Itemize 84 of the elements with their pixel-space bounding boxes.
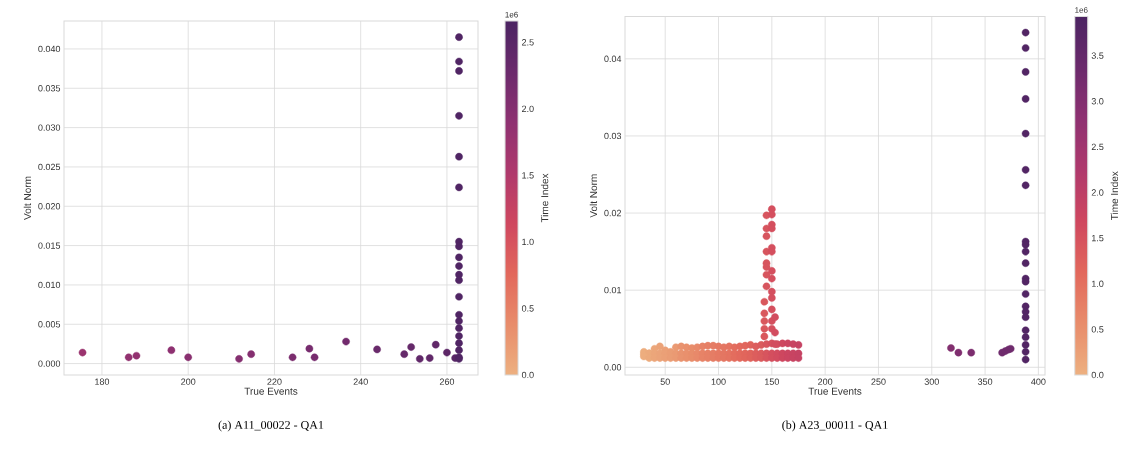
- x-tick-label: 200: [818, 378, 833, 385]
- point: [455, 262, 463, 270]
- y-axis-title: Volt Norm: [589, 174, 598, 218]
- x-tick-label: 240: [353, 378, 368, 385]
- y-tick-label: 0.02: [604, 209, 622, 217]
- color-bar-title: Time Index: [1110, 171, 1119, 221]
- x-tick-label: 50: [660, 378, 670, 385]
- x-tick-label: 100: [711, 378, 726, 385]
- text: (a) A11_00022 - QA1: [218, 420, 324, 432]
- y-tick-label: 0.015: [38, 242, 61, 249]
- x-tick-label: 400: [1031, 378, 1046, 385]
- point: [288, 353, 297, 362]
- text: 1e6: [1075, 7, 1088, 13]
- point: [400, 350, 409, 358]
- y-tick-label: 0.035: [38, 85, 61, 92]
- color-bar-label: 2.5: [522, 39, 534, 46]
- x-tick-label: 200: [181, 378, 196, 385]
- x-axis-title: True Events: [244, 387, 298, 395]
- x-tick-label: 350: [977, 378, 993, 385]
- color-bar-label: 1.5: [1092, 234, 1104, 242]
- point: [455, 152, 463, 161]
- color-bar-label: 1.0: [1092, 280, 1104, 287]
- color-bar-label: 3.0: [1091, 98, 1104, 105]
- y-tick-label: 0.040: [38, 45, 61, 53]
- point: [167, 346, 176, 355]
- x-tick-label: 250: [871, 378, 886, 385]
- text: 1e6: [505, 11, 518, 18]
- color-bar-label: 2.0: [1091, 189, 1104, 196]
- color-bar-title: Time Index: [540, 173, 549, 223]
- point: [310, 353, 319, 362]
- x-axis-title: True Events: [808, 387, 862, 395]
- point: [407, 343, 415, 351]
- y-tick-label: 0.020: [38, 203, 61, 210]
- y-tick-label: 0.000: [38, 360, 61, 367]
- color-bar-label: 0.0: [521, 371, 534, 379]
- y-tick-label: 0.005: [38, 321, 61, 328]
- color-bar-label: 1.0: [522, 238, 534, 246]
- point: [415, 355, 424, 363]
- point: [455, 276, 463, 285]
- point: [305, 344, 314, 353]
- point: [431, 340, 440, 349]
- point: [455, 339, 463, 347]
- point: [235, 355, 243, 363]
- color-bar-label: 3.5: [1091, 52, 1104, 59]
- y-tick-label: 0.03: [604, 132, 622, 140]
- y-tick-label: 0.00: [604, 364, 622, 371]
- point: [455, 346, 463, 355]
- point: [455, 57, 463, 66]
- x-tick-label: 150: [765, 378, 779, 385]
- point: [455, 253, 463, 262]
- point: [455, 33, 463, 41]
- point: [342, 337, 350, 346]
- y-axis-title: Volt Norm: [23, 176, 32, 220]
- color-bar-label: 2.5: [1091, 143, 1104, 151]
- point: [124, 353, 133, 362]
- point: [443, 348, 451, 357]
- point: [455, 67, 463, 75]
- point: [425, 354, 434, 362]
- point: [455, 292, 463, 301]
- point: [184, 353, 192, 362]
- y-tick-label: 0.01: [604, 286, 622, 294]
- x-tick-label: 220: [267, 378, 282, 385]
- point: [455, 324, 463, 332]
- point: [373, 345, 381, 354]
- color-bar-label: 0.0: [1091, 371, 1104, 379]
- point: [132, 351, 141, 360]
- y-tick-label: 0.010: [38, 281, 61, 289]
- point: [455, 183, 463, 192]
- color-bar-label: 1.5: [522, 172, 534, 179]
- point: [455, 112, 463, 120]
- y-tick-label: 0.04: [604, 55, 622, 62]
- x-tick-label: 300: [924, 378, 939, 385]
- y-tick-label: 0.025: [38, 163, 61, 171]
- x-tick-label: 180: [95, 378, 110, 385]
- color-bar-label: 2.0: [522, 105, 534, 113]
- text: (b) A23_00011 - QA1: [782, 420, 888, 432]
- color-bar-label: 0.5: [521, 305, 534, 312]
- point: [455, 332, 463, 340]
- x-tick-label: 260: [439, 378, 455, 385]
- point: [247, 350, 255, 358]
- point: [78, 348, 87, 357]
- point: [455, 317, 463, 325]
- color-bar-label: 0.5: [1091, 326, 1104, 333]
- y-tick-label: 0.030: [38, 124, 61, 131]
